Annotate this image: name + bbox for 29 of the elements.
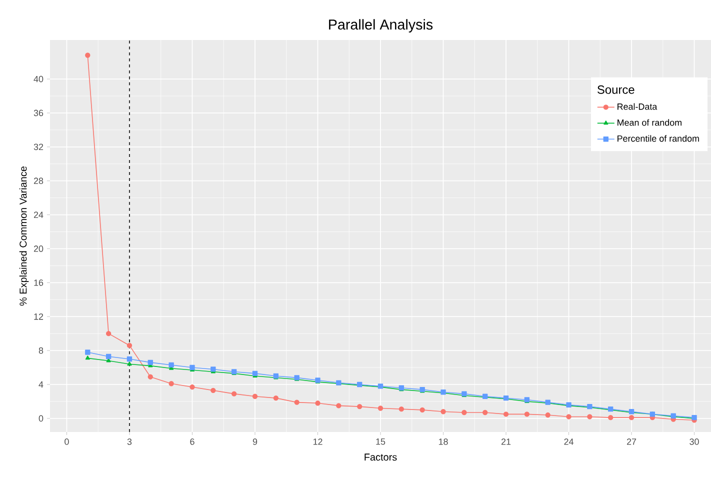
y-tick-label: 4: [38, 381, 44, 388]
y-tick-label: 0: [38, 415, 44, 422]
y-tick-label: 32: [34, 144, 44, 150]
y-tick-label: 40: [34, 76, 44, 82]
x-tick-label: 15: [376, 438, 386, 445]
y-tick-label: 12: [34, 313, 44, 320]
y-tick-label: 16: [34, 279, 44, 286]
y-tick-label: 20: [34, 246, 44, 252]
y-tick-label: 36: [34, 110, 44, 116]
y-tick-label: 28: [34, 178, 44, 184]
x-axis-title: Factors: [364, 454, 397, 461]
x-tick-label: 30: [690, 438, 699, 445]
x-tick-label: 24: [564, 438, 574, 445]
x-tick-label: 9: [252, 438, 258, 445]
y-tick-label: 24: [34, 212, 44, 218]
x-tick-label: 18: [438, 438, 448, 445]
chart-title: Parallel Analysis: [329, 19, 433, 32]
y-tick-label: 8: [38, 347, 44, 354]
x-tick-label: 3: [127, 438, 132, 445]
x-tick-label: 12: [313, 438, 322, 445]
legend-label: Percentile of random: [618, 135, 699, 142]
legend-label: Mean of random: [618, 119, 682, 126]
legend-label: Real-Data: [618, 103, 658, 110]
x-tick-label: 6: [190, 438, 194, 445]
x-tick-label: 27: [626, 438, 636, 445]
x-tick-label: 0: [64, 438, 69, 445]
legend-title: Source: [598, 85, 634, 94]
y-axis-title: % Explained Common Variance: [19, 166, 29, 306]
x-tick-label: 21: [501, 438, 511, 445]
